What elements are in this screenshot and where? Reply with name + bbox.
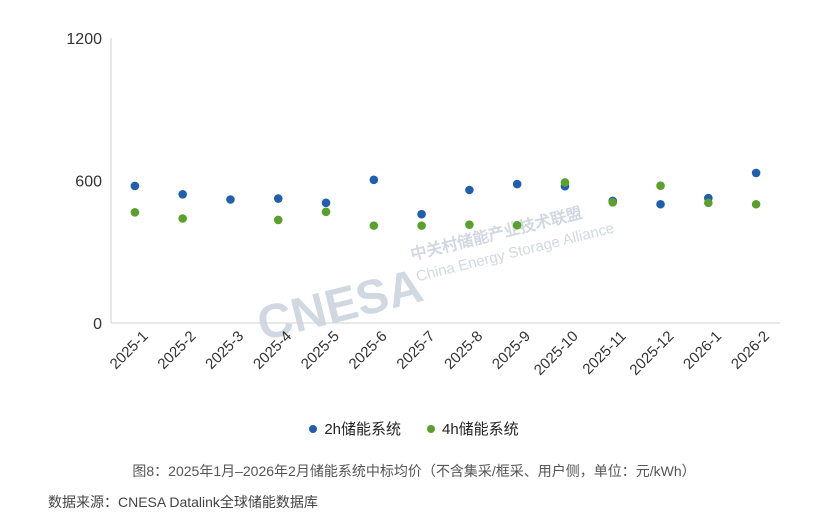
data-point-2h [751, 168, 761, 178]
legend-item-2h: 2h储能系统 [309, 418, 401, 439]
x-tick-label: 2025-3 [202, 328, 247, 373]
data-point-2h [512, 179, 522, 189]
data-point-4h [608, 198, 618, 207]
data-source: 数据来源：CNESA Datalink全球储能数据库 [48, 494, 318, 510]
chart: CNESA 中关村储能产业技术联盟 China Energy Storage A… [66, 31, 780, 379]
x-tick-label: 2025-1 [107, 328, 152, 373]
x-tick-label: 2025-6 [346, 328, 391, 373]
data-point-2h [178, 189, 187, 199]
data-point-4h [512, 220, 522, 230]
x-tick-label: 2025-12 [626, 328, 677, 379]
data-point-4h [321, 207, 331, 217]
data-point-4h [704, 198, 713, 208]
legend-label-4h: 4h储能系统 [442, 421, 519, 438]
data-point-4h [465, 220, 474, 229]
legend-marker-4h [427, 424, 435, 433]
data-point-4h [273, 215, 283, 225]
x-tick-label: 2025-9 [489, 328, 534, 373]
x-tick-label: 2025-11 [579, 328, 629, 378]
data-point-2h [226, 195, 235, 204]
x-tick-label: 2025-8 [441, 328, 486, 373]
data-point-2h [273, 194, 283, 203]
data-point-4h [417, 221, 426, 230]
figure-caption: 图8：2025年1月–2026年2月储能系统中标均价（不含集采/框采、用户侧，单… [132, 463, 696, 479]
data-point-2h [417, 209, 426, 219]
legend-label-2h: 2h储能系统 [324, 421, 401, 438]
data-point-4h [560, 178, 570, 187]
data-point-4h [130, 208, 140, 217]
y-tick-label: 0 [93, 316, 102, 333]
chart-marks [130, 168, 761, 230]
cnesa-watermark: CNESA 中关村储能产业技术联盟 China Energy Storage A… [252, 203, 616, 351]
chart-legend: 2h储能系统 4h储能系统 [0, 418, 828, 439]
legend-item-4h: 4h储能系统 [427, 418, 519, 439]
data-point-4h [751, 199, 761, 209]
data-point-2h [465, 185, 474, 195]
data-point-4h [369, 221, 379, 230]
x-tick-label: 2025-2 [154, 328, 199, 373]
data-point-2h [321, 198, 331, 208]
data-point-2h [656, 199, 665, 209]
x-tick-label: 2025-7 [393, 328, 438, 373]
x-tick-label: 2026-1 [680, 328, 725, 373]
data-point-2h [130, 181, 140, 191]
x-tick-label: 2026-2 [728, 328, 773, 373]
legend-marker-2h [309, 424, 318, 433]
x-tick-label: 2025-10 [531, 328, 582, 379]
data-point-4h [656, 181, 665, 191]
y-tick-label: 600 [75, 174, 102, 191]
data-point-2h [369, 175, 379, 185]
data-point-4h [178, 214, 187, 223]
y-tick-label: 1200 [66, 31, 102, 48]
